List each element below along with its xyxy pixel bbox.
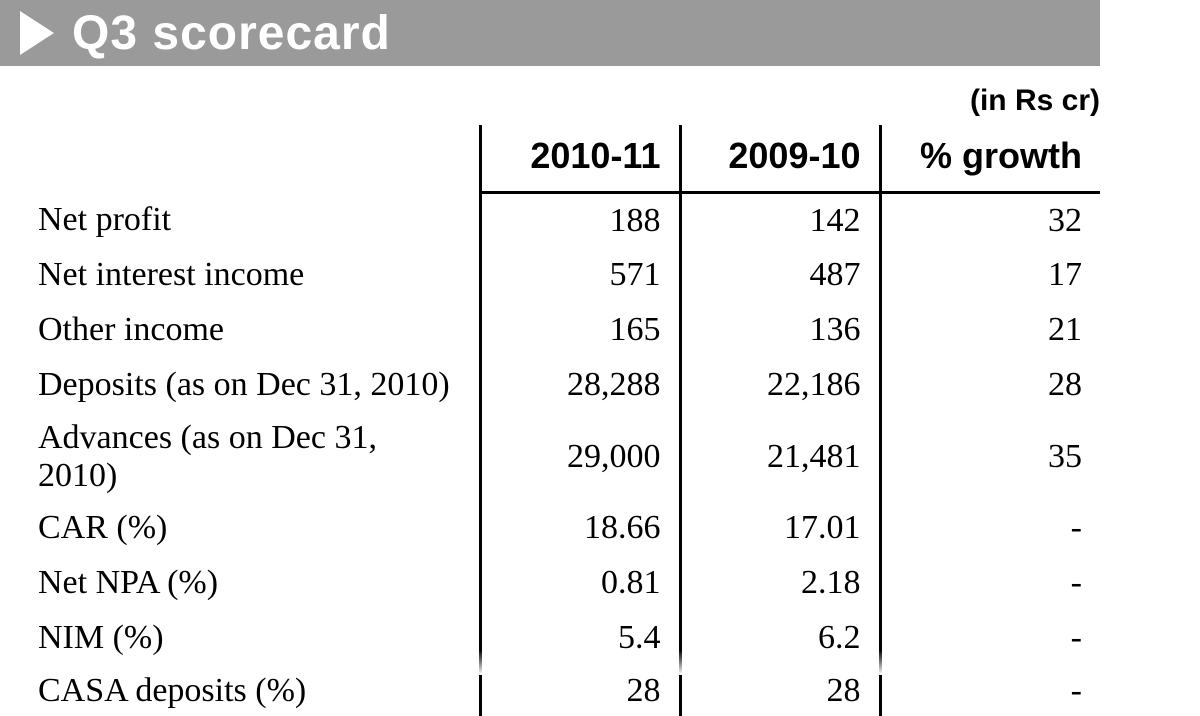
- col-header-metric: [20, 125, 480, 193]
- table-row: Net interest income 571 487 17: [20, 248, 1100, 303]
- value-cell: 142: [680, 193, 880, 248]
- chevron-right-icon: [20, 11, 54, 55]
- metric-cell: CAR (%): [20, 501, 480, 556]
- value-cell: 136: [680, 303, 880, 358]
- metric-cell: Other income: [20, 303, 480, 358]
- value-cell: 487: [680, 248, 880, 303]
- value-cell: 188: [480, 193, 680, 248]
- table-row: Deposits (as on Dec 31, 2010) 28,288 22,…: [20, 358, 1100, 413]
- title-text: Q3 scorecard: [72, 6, 391, 61]
- table-row: Advances (as on Dec 31, 2010) 29,000 21,…: [20, 413, 1100, 501]
- value-cell: 21: [880, 303, 1100, 358]
- value-cell: 2.18: [680, 556, 880, 611]
- value-cell: 28: [880, 358, 1100, 413]
- value-cell: 0.81: [480, 556, 680, 611]
- value-cell: 571: [480, 248, 680, 303]
- value-cell: 29,000: [480, 413, 680, 501]
- table-row: CAR (%) 18.66 17.01 -: [20, 501, 1100, 556]
- title-bar: Q3 scorecard: [0, 0, 1100, 66]
- metric-cell: Net interest income: [20, 248, 480, 303]
- table-row: Net NPA (%) 0.81 2.18 -: [20, 556, 1100, 611]
- value-cell: 28,288: [480, 358, 680, 413]
- unit-label: (in Rs cr): [970, 84, 1100, 118]
- col-header-2010-11: 2010-11: [480, 125, 680, 193]
- scorecard-table: 2010-11 2009-10 % growth Net profit 188 …: [20, 125, 1100, 716]
- metric-cell: Net NPA (%): [20, 556, 480, 611]
- value-cell: 17: [880, 248, 1100, 303]
- metric-cell: Deposits (as on Dec 31, 2010): [20, 358, 480, 413]
- table-row: Other income 165 136 21: [20, 303, 1100, 358]
- value-cell: 35: [880, 413, 1100, 501]
- value-cell: 165: [480, 303, 680, 358]
- table-row: Net profit 188 142 32: [20, 193, 1100, 248]
- metric-cell: Advances (as on Dec 31, 2010): [20, 413, 480, 501]
- value-cell: 32: [880, 193, 1100, 248]
- table-header-row: 2010-11 2009-10 % growth: [20, 125, 1100, 193]
- value-cell: 21,481: [680, 413, 880, 501]
- metric-cell: Net profit: [20, 193, 480, 248]
- value-cell: -: [880, 556, 1100, 611]
- col-header-2009-10: 2009-10: [680, 125, 880, 193]
- value-cell: 22,186: [680, 358, 880, 413]
- value-cell: 17.01: [680, 501, 880, 556]
- value-cell: -: [880, 501, 1100, 556]
- col-header-growth: % growth: [880, 125, 1100, 193]
- value-cell: 18.66: [480, 501, 680, 556]
- bottom-crop-fade: [0, 650, 1200, 675]
